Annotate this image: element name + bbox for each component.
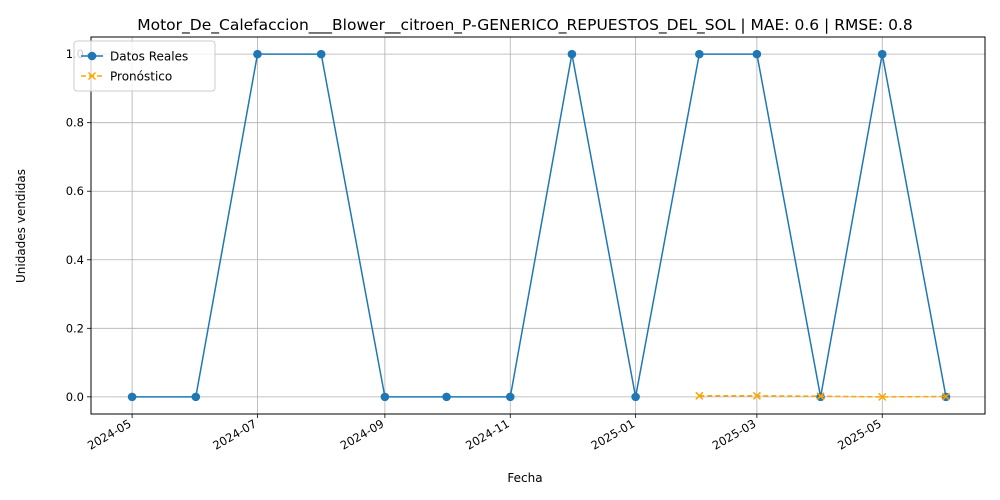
data-point	[631, 392, 640, 402]
x-tick-label: 2024-09	[338, 416, 387, 452]
series-pron-stico	[695, 391, 950, 401]
y-tick-label: 0.2	[66, 321, 84, 335]
y-tick-label: 0.8	[66, 116, 84, 130]
data-point	[253, 49, 262, 59]
legend-label-pronostico: Pronóstico	[110, 70, 172, 84]
x-tick-label: 2024-11	[463, 416, 512, 452]
x-axis-label: Fecha	[507, 471, 542, 485]
series-line-datos-reales	[132, 53, 947, 398]
x-axis: 2024-05 2024-07 2024-09 2024-11 2025-01 2025-…	[85, 414, 884, 453]
data-point	[316, 49, 326, 59]
forecast-point	[941, 392, 950, 401]
data-point	[505, 392, 515, 402]
data-point	[567, 49, 577, 59]
data-point	[127, 392, 137, 402]
series-datos-reales	[127, 49, 951, 402]
legend-marker-pronostico	[87, 71, 97, 81]
grid-lines	[91, 37, 985, 414]
data-point	[191, 392, 201, 402]
x-tick-label: 2024-05	[85, 416, 134, 452]
legend-marker-datos-reales	[87, 51, 97, 61]
data-point	[442, 392, 451, 402]
x-tick-label: 2025-05	[835, 416, 884, 452]
forecast-point	[695, 391, 704, 400]
x-tick-label: 2025-01	[588, 416, 637, 452]
x-tick-label: 2025-03	[710, 416, 759, 452]
chart-title: Motor_De_Calefaccion___Blower__citroen_P…	[137, 16, 913, 35]
data-point	[380, 392, 390, 402]
y-tick-label: 0.6	[66, 184, 84, 198]
series-layer	[127, 49, 951, 402]
legend: Datos Reales Pronóstico	[73, 40, 216, 92]
x-tick-label: 2024-07	[210, 416, 259, 452]
y-tick-label: 0.0	[66, 390, 84, 404]
y-axis-label: Unidades vendidas	[14, 169, 28, 283]
forecast-point	[878, 392, 887, 401]
plot-frame	[90, 36, 986, 415]
legend-box	[73, 40, 216, 92]
forecast-point	[752, 391, 761, 400]
y-tick-label: 0.4	[66, 253, 84, 267]
data-point	[752, 49, 762, 59]
data-point	[695, 49, 704, 59]
forecast-point	[816, 392, 825, 401]
legend-label-datos-reales: Datos Reales	[110, 50, 188, 64]
y-axis: 0.00.20.40.60.81.0	[66, 47, 91, 404]
data-point	[877, 49, 887, 59]
